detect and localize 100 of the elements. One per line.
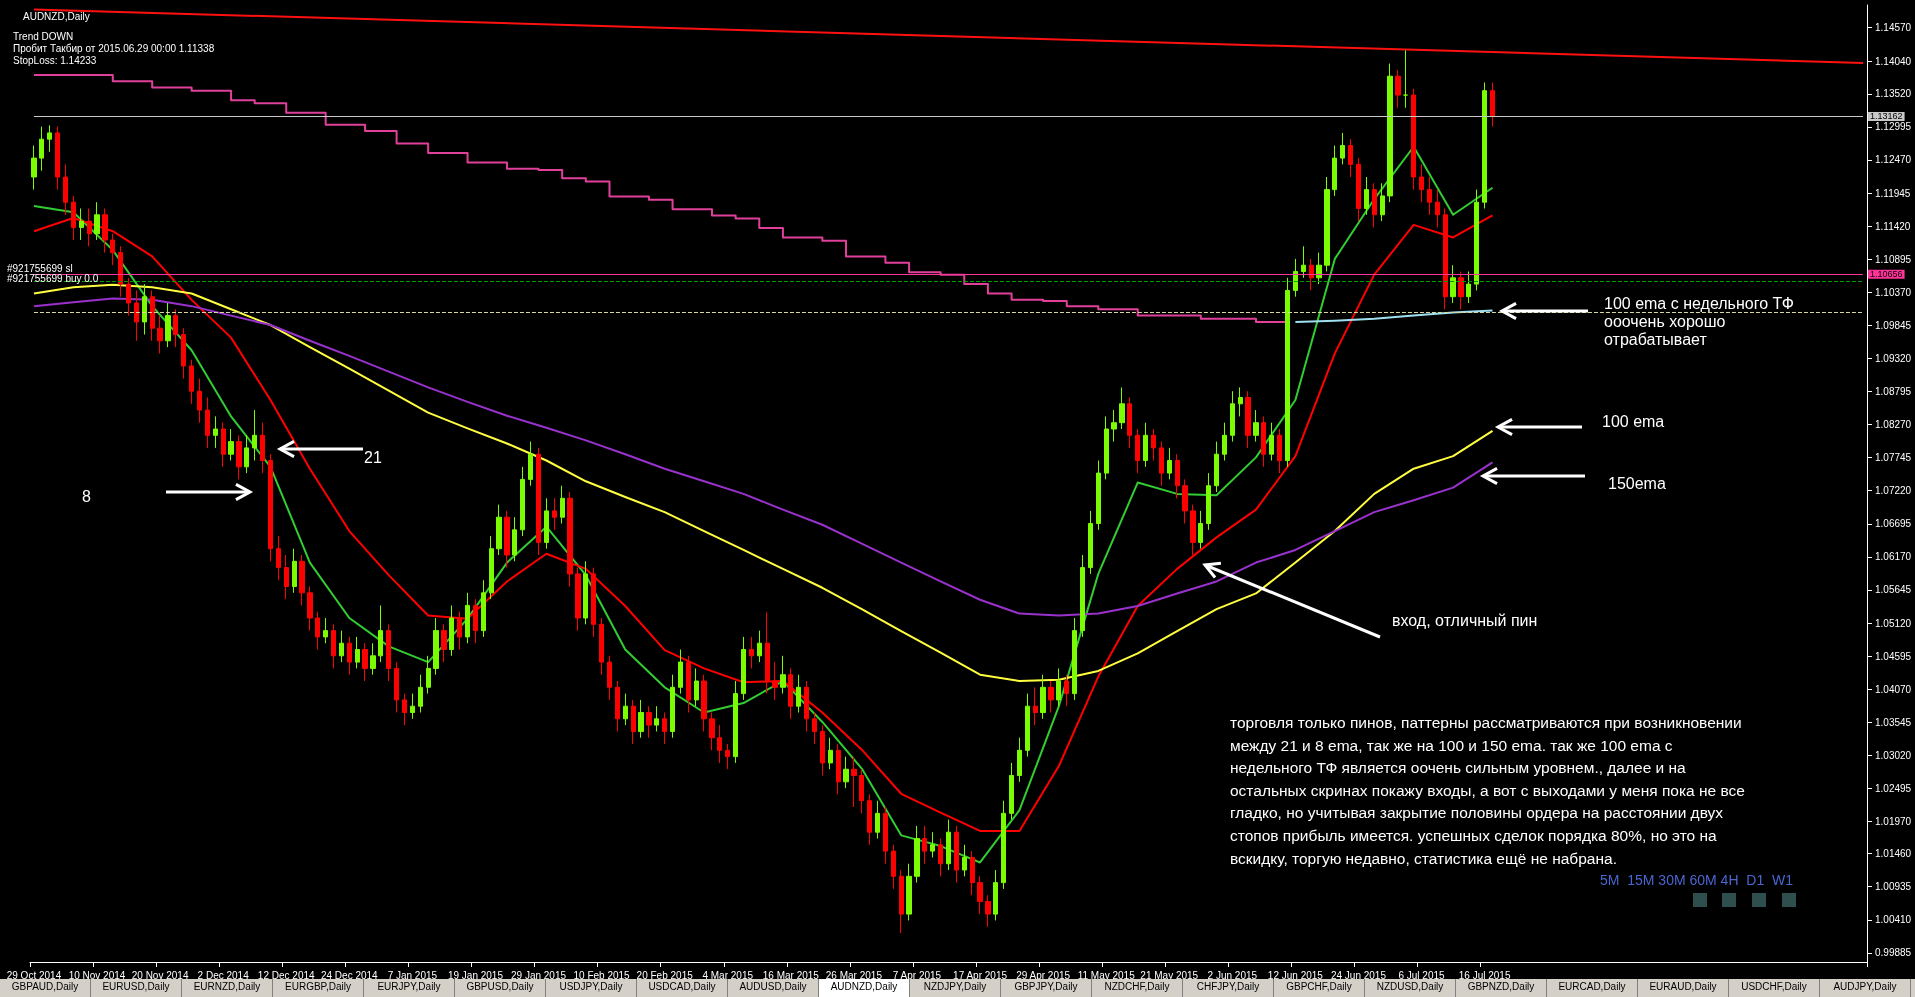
text: EURJPY,Daily	[364, 979, 455, 997]
x-tick-label: 11 May 2015	[1077, 969, 1136, 981]
text: NZDJPY,Daily	[910, 979, 1001, 997]
x-tick-label: 6 Jul 2015	[1398, 969, 1446, 981]
candlestick	[1387, 63, 1393, 203]
candlestick	[1293, 258, 1298, 298]
candlestick	[1151, 428, 1156, 461]
y-tick-label: 1.10895	[1875, 253, 1912, 265]
text: AUDNZD,Daily	[819, 979, 910, 997]
candlestick	[930, 831, 935, 858]
candlestick	[284, 554, 289, 600]
text: NZDUSD,Daily	[1365, 979, 1456, 997]
text: AUDNZD,Daily	[23, 10, 90, 22]
candlestick	[1111, 409, 1117, 443]
candlestick	[654, 705, 659, 732]
candlestick	[157, 315, 163, 354]
candlestick	[867, 793, 872, 846]
candlestick	[1269, 422, 1274, 461]
candlestick	[221, 422, 226, 468]
candlestick	[150, 289, 155, 342]
x-tick-label: 29 Jan 2015	[510, 969, 567, 981]
candlestick	[804, 680, 809, 732]
candlestick	[173, 308, 178, 348]
y-tick-label: 1.06695	[1875, 518, 1912, 530]
candlestick	[1135, 428, 1140, 474]
candlestick	[1395, 69, 1401, 109]
candlestick	[906, 863, 912, 921]
candlestick	[1025, 693, 1030, 758]
candlestick	[1458, 271, 1464, 310]
candlestick	[1040, 674, 1046, 720]
candlestick	[370, 642, 376, 676]
text: EURUSD,Daily	[91, 979, 182, 997]
y-tick-label: 1.12470	[1875, 154, 1912, 166]
candlestick	[236, 434, 242, 480]
candlestick	[457, 611, 462, 651]
candlestick	[662, 712, 667, 745]
candlestick	[646, 705, 652, 739]
ref-line-label: 1.13162	[1870, 111, 1903, 122]
candlestick	[1182, 478, 1188, 525]
x-tick-label: 2 Dec 2014	[197, 969, 250, 981]
y-tick-label: 1.11420	[1875, 220, 1911, 232]
y-tick-label: 1.03020	[1875, 749, 1912, 761]
candlestick	[788, 667, 793, 720]
candlestick	[1277, 428, 1282, 474]
y-tick-label: 1.12995	[1875, 121, 1912, 133]
candlestick	[851, 756, 857, 808]
candlestick	[189, 359, 194, 405]
candlestick	[914, 825, 920, 884]
candlestick	[709, 712, 715, 751]
candlestick	[410, 693, 415, 720]
candlestick	[1159, 441, 1164, 487]
candlestick	[938, 838, 943, 877]
y-tick-label: 1.00410	[1875, 914, 1912, 926]
candlestick	[828, 737, 833, 770]
candlestick	[1001, 800, 1006, 890]
candlestick	[339, 630, 344, 663]
candlestick	[701, 674, 707, 732]
candlestick	[260, 422, 265, 474]
y-tick-label: 1.07745	[1875, 452, 1912, 464]
candlestick	[946, 819, 951, 871]
candlestick	[489, 535, 494, 600]
candlestick	[922, 825, 927, 865]
candlestick	[1253, 409, 1259, 443]
annotation: торговля только пинов, паттерны рассматриваются при возникновении между 21 и 8 ema, так же на 100 и 150 ema. так же 100 ema с недельного ТФ является оочень сильным уровнем., далее и на остальных скринах покажу входы, а вот с выходами у меня пока не все гладко, но учитывая закрытие половины ордера на расстоянии двух стопов прибыль имеется. успешных сделок порядка 80%, но это на вскидку, торгую недавно, статистика ещё не набрана.	[1230, 713, 1746, 869]
candlestick	[1119, 386, 1125, 430]
annotation: 150ema	[1608, 475, 1666, 493]
candlestick	[962, 844, 967, 877]
candlestick	[504, 510, 510, 569]
candlestick	[836, 743, 841, 795]
candlestick	[970, 850, 975, 896]
candlestick	[812, 712, 817, 745]
candlestick	[977, 875, 983, 915]
candlestick	[1324, 176, 1330, 272]
y-tick-label: 1.11945	[1875, 187, 1911, 199]
annotation: Пробит Такбир от 2015.06.29 00:00 1.11338	[13, 43, 215, 54]
candlestick	[607, 655, 612, 701]
candlestick	[1214, 441, 1219, 493]
candlestick	[1230, 390, 1235, 443]
candlestick	[528, 441, 533, 487]
candlestick	[1285, 277, 1290, 468]
candlestick	[1419, 163, 1424, 203]
candlestick	[575, 567, 581, 632]
candlestick	[796, 674, 801, 714]
y-tick-label: 1.08795	[1875, 386, 1912, 398]
x-tick-label: 17 Apr 2015	[953, 969, 1008, 981]
x-tick-label: 7 Jan 2015	[387, 969, 438, 981]
y-tick-label: 1.00935	[1875, 881, 1912, 893]
annotation: 100 ema с недельного ТФ ооочень хорошо отрабатывает	[1604, 294, 1795, 349]
text: GBPUSD,Daily	[455, 979, 546, 997]
y-tick-label: 1.02495	[1875, 782, 1912, 794]
x-tick-label: 10 Feb 2015	[573, 969, 631, 981]
candlestick	[292, 548, 297, 594]
candlestick	[31, 144, 37, 191]
x-tick-label: 29 Apr 2015	[1016, 969, 1071, 981]
candlestick	[418, 674, 423, 714]
candlestick	[954, 825, 959, 884]
candlestick	[1348, 138, 1353, 178]
candlestick	[552, 497, 557, 531]
candlestick	[694, 667, 699, 707]
y-tick-label: 1.01460	[1875, 848, 1912, 860]
